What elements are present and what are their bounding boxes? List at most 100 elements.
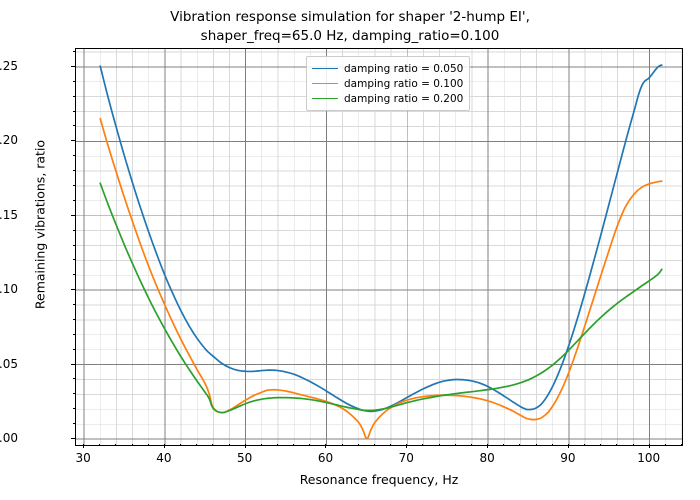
axis-tick xyxy=(632,444,634,446)
x-tick-label: 70 xyxy=(398,451,414,465)
axis-tick xyxy=(600,444,602,446)
axis-tick xyxy=(196,444,198,446)
axis-tick xyxy=(681,444,682,446)
axis-tick xyxy=(309,444,311,446)
x-tick-label: 40 xyxy=(156,451,172,465)
axis-tick xyxy=(71,214,75,216)
y-tick-label: 0.05 xyxy=(0,356,18,371)
axis-tick xyxy=(73,259,75,261)
axis-tick xyxy=(73,408,75,410)
grid-minor xyxy=(76,49,682,445)
axis-tick xyxy=(147,444,149,446)
legend-label: damping ratio = 0.050 xyxy=(344,62,464,75)
axis-tick xyxy=(503,444,505,446)
legend-color-swatch xyxy=(312,83,338,84)
axis-tick xyxy=(260,444,262,446)
axis-tick xyxy=(228,444,230,446)
axis-tick xyxy=(357,444,359,446)
y-tick-label: 0.25 xyxy=(0,58,18,73)
axis-tick xyxy=(438,444,440,446)
axis-tick xyxy=(73,50,75,52)
axis-tick xyxy=(73,378,75,380)
axis-tick xyxy=(73,423,75,425)
axis-tick xyxy=(83,444,85,448)
axis-tick xyxy=(373,444,375,446)
y-tick-label: 0.00 xyxy=(0,431,18,446)
axis-tick xyxy=(73,304,75,306)
axis-tick xyxy=(71,438,75,440)
x-tick-label: 80 xyxy=(479,451,495,465)
axis-tick xyxy=(73,155,75,157)
axis-tick xyxy=(115,444,117,446)
axis-tick xyxy=(616,444,618,446)
legend-label: damping ratio = 0.100 xyxy=(344,77,464,90)
legend-item[interactable]: damping ratio = 0.050 xyxy=(312,61,463,76)
series-lines xyxy=(99,64,663,440)
axis-tick xyxy=(341,444,343,446)
series-line-1 xyxy=(99,117,663,440)
chart-title: Vibration response simulation for shaper… xyxy=(170,9,530,44)
axis-tick xyxy=(73,333,75,335)
axis-tick xyxy=(73,184,75,186)
axis-tick xyxy=(73,125,75,127)
plot-area xyxy=(75,48,683,446)
axis-tick xyxy=(99,444,101,446)
plot-svg xyxy=(76,49,682,445)
x-tick-label: 50 xyxy=(237,451,253,465)
y-tick-label: 0.10 xyxy=(0,282,18,297)
grid-major xyxy=(76,49,682,445)
axis-tick xyxy=(73,110,75,112)
legend-color-swatch xyxy=(312,98,338,99)
chart-legend: damping ratio = 0.050 damping ratio = 0.1… xyxy=(306,56,471,111)
axis-tick xyxy=(71,363,75,365)
axis-tick xyxy=(73,348,75,350)
axis-tick xyxy=(422,444,424,446)
y-tick-label: 0.15 xyxy=(0,207,18,222)
legend-item[interactable]: damping ratio = 0.100 xyxy=(312,76,463,91)
axis-tick xyxy=(519,444,521,446)
axis-tick xyxy=(390,444,392,446)
axis-tick xyxy=(487,444,489,448)
x-tick-label: 90 xyxy=(560,451,576,465)
axis-tick xyxy=(73,199,75,201)
axis-tick xyxy=(131,444,133,446)
legend-label: damping ratio = 0.200 xyxy=(344,92,464,105)
x-tick-label: 100 xyxy=(637,451,661,465)
axis-tick xyxy=(71,65,75,67)
series-line-2 xyxy=(99,182,663,414)
axis-tick xyxy=(325,444,327,448)
axis-tick xyxy=(180,444,182,446)
axis-tick xyxy=(551,444,553,446)
axis-tick xyxy=(73,80,75,82)
axis-tick xyxy=(470,444,472,446)
x-tick-label: 60 xyxy=(317,451,334,465)
axis-tick xyxy=(567,444,569,448)
axis-tick xyxy=(212,444,214,446)
axis-tick xyxy=(73,274,75,276)
axis-tick xyxy=(584,444,586,446)
axis-tick xyxy=(163,444,165,448)
axis-tick xyxy=(73,170,75,172)
axis-tick xyxy=(71,140,75,142)
axis-tick xyxy=(406,444,408,448)
legend-item[interactable]: damping ratio = 0.200 xyxy=(312,91,463,106)
legend-color-swatch xyxy=(312,68,338,69)
axis-tick xyxy=(664,444,666,446)
axis-tick xyxy=(73,318,75,320)
axis-tick xyxy=(535,444,537,446)
axis-tick xyxy=(73,229,75,231)
axis-tick xyxy=(71,289,75,291)
axis-tick xyxy=(454,444,456,446)
x-tick-label: 30 xyxy=(75,451,91,465)
axis-tick xyxy=(244,444,246,448)
y-tick-label: 0.20 xyxy=(0,133,18,148)
axis-tick xyxy=(73,95,75,97)
axis-tick xyxy=(73,244,75,246)
axis-tick xyxy=(73,393,75,395)
axis-tick xyxy=(293,444,295,446)
y-axis-label: Remaining vibrations, ratio xyxy=(32,139,48,310)
x-axis-label: Resonance frequency, Hz xyxy=(299,472,459,487)
series-line-0 xyxy=(99,64,663,413)
axis-tick xyxy=(277,444,278,446)
